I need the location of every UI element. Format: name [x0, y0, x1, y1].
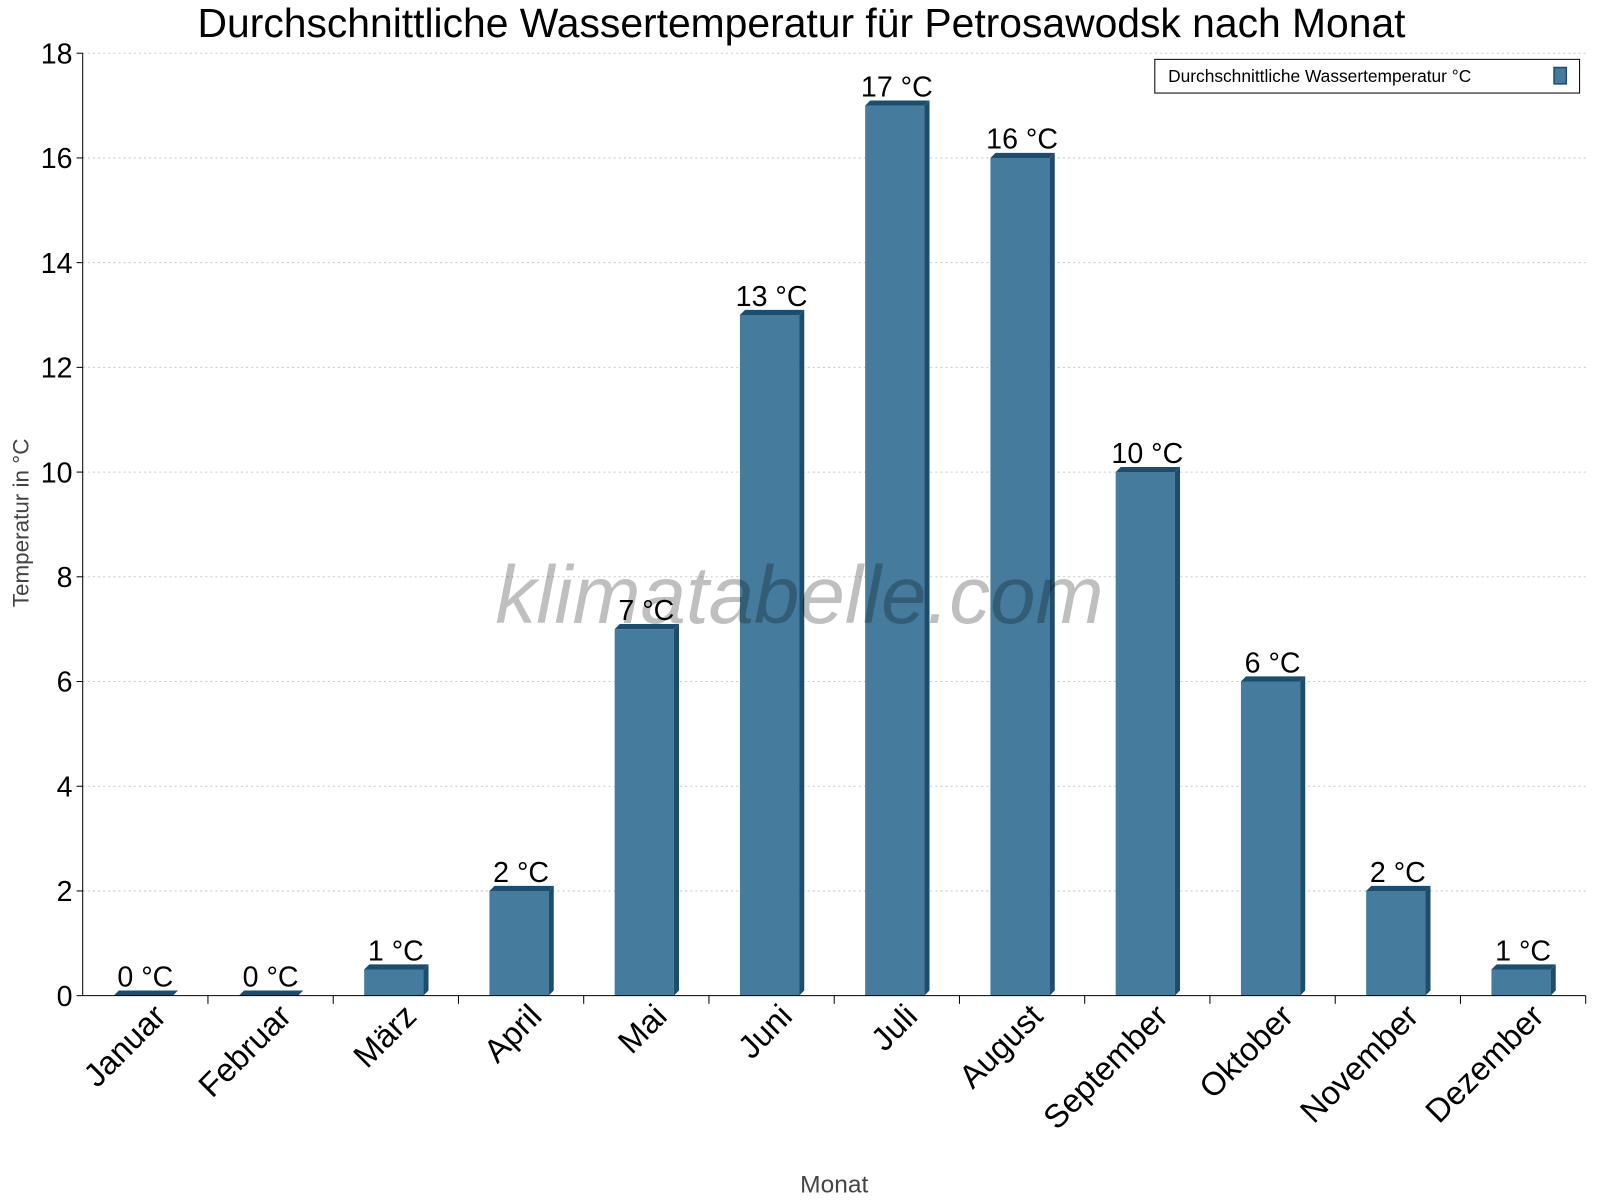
legend: Durchschnittliche Wassertemperatur °C — [1154, 58, 1581, 94]
y-tick-label: 2 — [57, 876, 73, 908]
data-label: 1 °C — [1495, 935, 1551, 967]
bar — [865, 105, 925, 996]
data-label: 7 °C — [618, 595, 674, 627]
data-label: 0 °C — [117, 961, 173, 993]
x-tick-label: August — [951, 997, 1049, 1095]
y-tick-label: 12 — [41, 353, 73, 385]
bar-top — [364, 964, 429, 970]
watermark: klimatabelle.com — [495, 550, 1103, 641]
data-label: 10 °C — [1111, 438, 1183, 470]
bar-side — [1174, 466, 1181, 996]
bar — [739, 315, 800, 996]
bar-top — [1240, 676, 1306, 682]
bar — [990, 157, 1050, 996]
data-label: 17 °C — [861, 71, 933, 103]
data-label: 1 °C — [368, 935, 424, 967]
x-tick-label: Dezember — [1418, 997, 1551, 1130]
bar-top — [238, 990, 304, 996]
bar-side — [1300, 676, 1306, 996]
bar-side — [673, 624, 680, 996]
y-tick-label: 14 — [41, 248, 73, 280]
bar-top — [990, 152, 1055, 158]
x-tick-label: November — [1293, 997, 1426, 1130]
data-label: 2 °C — [1370, 857, 1426, 889]
bar-side — [1425, 885, 1431, 996]
bar — [364, 969, 424, 996]
data-label: 13 °C — [736, 281, 808, 313]
bar-top — [1491, 964, 1556, 970]
bar-side — [1049, 152, 1055, 996]
x-axis-label: Monat — [800, 1172, 868, 1199]
x-tick-label: Juni — [730, 997, 799, 1066]
legend-label: Durchschnittliche Wassertemperatur °C — [1168, 66, 1471, 86]
bar-top — [489, 885, 554, 891]
bar-side — [1550, 964, 1556, 996]
y-tick-label: 8 — [57, 562, 73, 594]
bar-top — [739, 309, 805, 316]
x-tick-label: Januar — [76, 997, 173, 1094]
legend-swatch — [1553, 66, 1568, 85]
bar-top — [1366, 885, 1431, 891]
x-tick-label: April — [476, 997, 548, 1069]
bar — [1491, 969, 1551, 996]
x-axis: Januar Februar März April Mai Juni Juli AugustS… — [76, 995, 1587, 1136]
x-tick-label: Oktober — [1192, 997, 1300, 1105]
bar-side — [548, 885, 554, 996]
y-axis-label: Temperatur in °C — [9, 439, 34, 608]
bar-side — [423, 964, 429, 996]
data-label: 2 °C — [493, 857, 549, 889]
data-label: 0 °C — [243, 961, 299, 993]
y-tick-label: 6 — [57, 667, 73, 699]
bar — [1115, 472, 1175, 996]
bar — [1366, 890, 1426, 996]
y-tick-label: 0 — [57, 981, 73, 1013]
chart-title: Durchschnittliche Wassertemperatur für P… — [198, 0, 1407, 46]
data-label: 6 °C — [1245, 647, 1301, 679]
bar-top — [865, 100, 930, 106]
bar-side — [799, 309, 805, 996]
y-axis: 0 2 4 6 8 10 12 14 16 18 — [41, 38, 84, 1013]
bar — [489, 890, 549, 996]
bar-top — [113, 990, 179, 996]
x-tick-label: Juli — [863, 997, 924, 1058]
y-tick-label: 4 — [57, 771, 73, 803]
bar — [614, 629, 674, 996]
data-label: 16 °C — [986, 124, 1058, 156]
x-tick-label: September — [1036, 997, 1175, 1136]
bar-top — [1115, 466, 1181, 473]
bars: 0 °C 0 °C 1 °C 2 °C 7 °C 13 °C 17 °C 16 °C 10 °C… — [113, 71, 1556, 996]
bar-top — [614, 624, 680, 630]
bar-side — [924, 100, 930, 996]
y-tick-label: 10 — [41, 457, 73, 489]
grid-lines — [82, 52, 1586, 892]
bar — [1240, 681, 1301, 996]
x-tick-label: Februar — [191, 997, 298, 1104]
legend-box — [1154, 58, 1581, 94]
y-tick-label: 16 — [41, 143, 73, 175]
x-tick-label: Mai — [610, 997, 673, 1060]
x-tick-label: März — [346, 997, 423, 1074]
y-tick-label: 18 — [41, 38, 73, 70]
